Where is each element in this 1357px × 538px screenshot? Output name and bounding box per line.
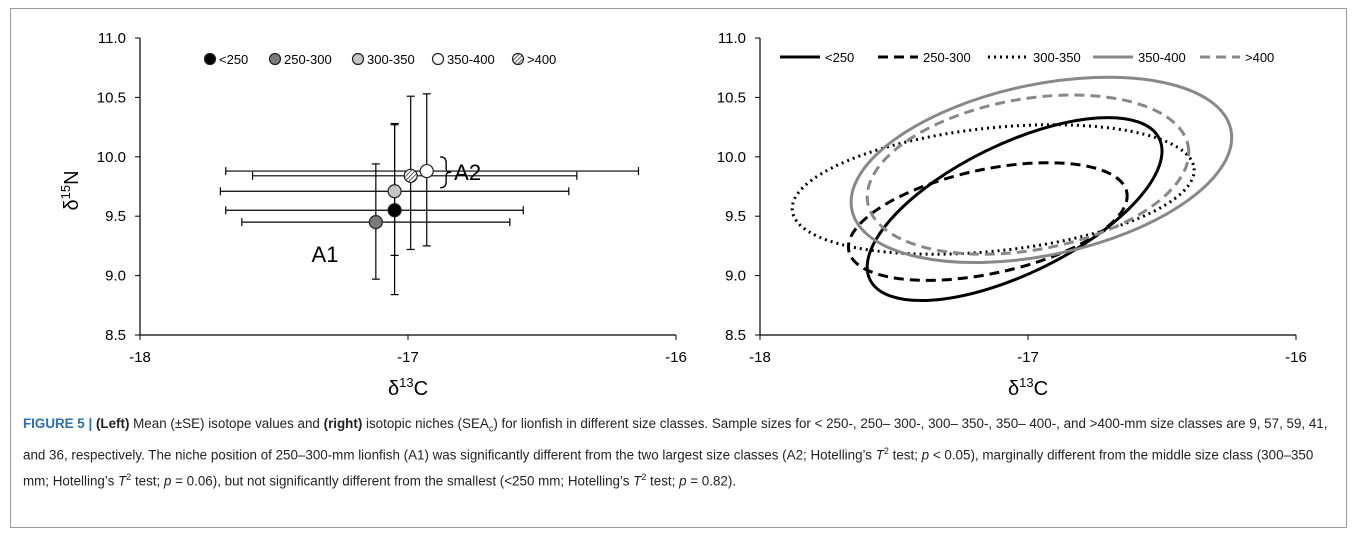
- figure-charts: 8.5 9.0 9.5 10.0 10.5 11.0 -18 -17 -16 δ13C δ15N <2…: [58, 30, 1307, 400]
- left-x-tick-label: -18: [129, 349, 151, 366]
- left-x-axis-label: δ13C: [388, 375, 428, 400]
- legend-marker: [268, 52, 282, 66]
- data-point: [387, 203, 402, 218]
- caption-text-8: test;: [646, 473, 680, 489]
- niche-ellipse: [865, 116, 1164, 303]
- left-y-tick-label: 10.0: [97, 149, 126, 166]
- caption-text-9: = 0.82).: [686, 473, 737, 489]
- right-x-axis-label: δ13C: [1008, 375, 1048, 400]
- caption-sub-c: c: [488, 423, 494, 434]
- caption-p-1: p: [921, 447, 930, 463]
- caption-t-2: T: [118, 473, 127, 489]
- caption-text-2: isotopic niches (SEA: [362, 416, 489, 431]
- legend-label: 250-300: [284, 52, 332, 67]
- left-y-tick-label: 10.5: [97, 89, 126, 106]
- annotation-a1: A1: [312, 242, 339, 267]
- legend-label: <250: [219, 52, 248, 67]
- caption-t-1: T: [875, 447, 884, 463]
- niche-ellipse: [846, 161, 1129, 282]
- legend-label: 350-400: [1138, 50, 1186, 65]
- legend-marker: [511, 52, 525, 66]
- niche-ellipse: [865, 93, 1191, 256]
- legend-label: >400: [527, 52, 556, 67]
- a2-brace: [440, 156, 452, 189]
- annotation-a2: A2: [454, 160, 481, 185]
- left-chart: 8.5 9.0 9.5 10.0 10.5 11.0 -18 -17 -16 δ13C δ15N <2…: [58, 30, 687, 400]
- caption-text-7: = 0.06), but not significantly different…: [171, 473, 634, 489]
- right-y-tick-label: 10.5: [717, 89, 746, 106]
- figure-frame: [10, 8, 1347, 528]
- right-y-tick-label: 9.5: [725, 208, 746, 225]
- left-y-axis-label: δ15N: [58, 170, 83, 210]
- right-x-tick-label: -16: [1285, 349, 1307, 366]
- right-x-tick-label: -17: [1017, 349, 1039, 366]
- data-point: [368, 215, 383, 230]
- caption-text-4: test;: [888, 447, 922, 463]
- niche-ellipse: [849, 75, 1234, 265]
- right-y-tick-label: 9.0: [725, 268, 746, 285]
- right-chart: 8.5 9.0 9.5 10.0 10.5 11.0 -18 -17 -16 δ13C <250 25…: [717, 30, 1307, 400]
- legend-label: 300-350: [1033, 50, 1081, 65]
- data-point: [387, 184, 402, 199]
- legend-label: <250: [825, 50, 854, 65]
- caption-left-tag: (Left): [95, 416, 130, 431]
- left-x-tick-label: -17: [397, 349, 419, 366]
- caption-sup-3: 2: [641, 472, 647, 483]
- caption-t-3: T: [633, 473, 642, 489]
- caption-p-2: p: [163, 473, 172, 489]
- caption-sup-2: 2: [126, 472, 132, 483]
- legend-marker: [351, 52, 365, 66]
- caption-label: FIGURE 5 |: [23, 416, 96, 431]
- figure-caption: FIGURE 5 | (Left) Mean (±SE) isotope val…: [23, 413, 1333, 493]
- legend-label: >400: [1245, 50, 1274, 65]
- caption-right-tag: (right): [323, 416, 363, 431]
- right-y-tick-label: 8.5: [725, 327, 746, 344]
- right-y-tick-label: 10.0: [717, 149, 746, 166]
- legend-marker: [431, 52, 445, 66]
- right-x-tick-label: -18: [749, 349, 771, 366]
- left-y-tick-label: 9.0: [105, 268, 126, 285]
- caption-p-3: p: [679, 473, 687, 489]
- caption-text-6: test;: [131, 473, 164, 489]
- legend-label: 250-300: [923, 50, 971, 65]
- caption-text-5: < 0.05), marginally different from the m…: [23, 447, 1314, 489]
- caption-sup-1: 2: [883, 445, 889, 456]
- caption-text-1: Mean (±SE) isotope values and: [129, 416, 324, 431]
- data-point: [403, 168, 418, 183]
- data-point: [419, 163, 434, 179]
- left-x-tick-label: -16: [665, 349, 687, 366]
- legend-marker: [203, 52, 217, 66]
- left-y-tick-label: 9.5: [105, 208, 126, 225]
- legend-label: 350-400: [447, 52, 495, 67]
- right-y-tick-label: 11.0: [718, 30, 746, 47]
- caption-text-3: ) for lionfish in different size classes…: [23, 416, 1328, 463]
- legend-label: 300-350: [367, 52, 415, 67]
- left-y-tick-label: 11.0: [98, 30, 126, 47]
- left-y-tick-label: 8.5: [105, 327, 126, 344]
- niche-ellipse: [790, 123, 1196, 256]
